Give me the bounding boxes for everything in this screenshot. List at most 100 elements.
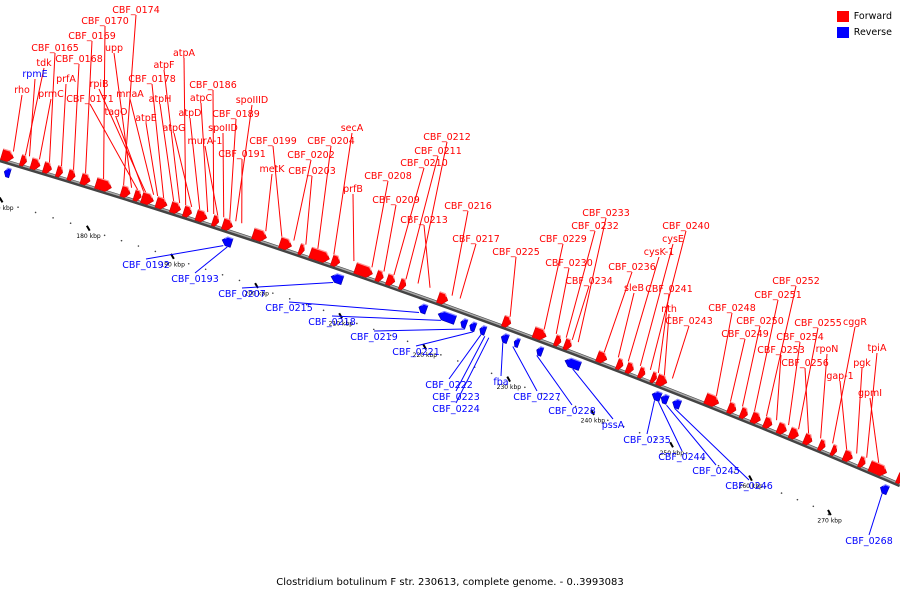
forward-gene-label-leader — [639, 243, 674, 367]
reverse-gene-label: CBF_0227 — [513, 392, 561, 403]
reverse-gene-label-leader — [512, 346, 538, 392]
forward-gene-label-leader — [715, 312, 733, 396]
kbp-label: 270 kbp — [817, 518, 842, 525]
forward-gene-label: CBF_0229 — [539, 234, 587, 245]
reverse-gene-label-leader — [194, 246, 228, 274]
forward-gene-label-leader — [145, 122, 159, 197]
forward-gene-arrow — [436, 291, 449, 305]
forward-gene-label: cysK-1 — [644, 247, 675, 258]
forward-gene-arrow-shade — [833, 444, 838, 449]
forward-gene-arrow-shade — [143, 191, 153, 198]
forward-gene-label: CBF_0168 — [55, 54, 103, 65]
forward-gene-label: CBF_0216 — [444, 201, 492, 212]
forward-gene-label: CBF_0253 — [757, 345, 805, 356]
reverse-gene-label: CBF_0235 — [623, 435, 671, 446]
forward-gene-arrow-shade — [846, 449, 853, 456]
reverse-gene-arrow-shade — [224, 236, 234, 240]
reverse-gene-label-leader — [572, 368, 614, 420]
forward-gene-label: spoIIID — [236, 95, 269, 106]
reverse-gene-arrow-shade — [538, 346, 545, 349]
forward-gene-label-leader — [839, 380, 848, 450]
forward-gene-arrow — [817, 438, 826, 452]
forward-gene-label-leader — [352, 193, 355, 262]
kbp-label: 190 kbp — [160, 261, 185, 268]
reverse-gene-arrow-shade — [567, 357, 582, 363]
reverse-gene-label: pssA — [602, 420, 625, 431]
forward-gene-label: gap-1 — [826, 371, 853, 382]
minor-tick — [827, 513, 830, 516]
forward-gene-label: CBF_0171 — [66, 94, 114, 105]
reverse-gene-label-leader — [145, 245, 224, 260]
minor-tick — [764, 485, 767, 488]
minor-tick — [796, 498, 799, 501]
forward-gene-label-leader — [804, 367, 810, 434]
forward-gene-label-leader — [103, 25, 106, 179]
forward-gene-label: CBF_0230 — [545, 258, 593, 269]
forward-gene-arrow-shade — [641, 366, 646, 372]
forward-gene-label: spoIID — [208, 123, 238, 134]
forward-gene-label: CBF_0210 — [400, 158, 448, 169]
forward-gene-label: CBF_0203 — [288, 166, 336, 177]
forward-gene-label: prfA — [56, 74, 76, 85]
reverse-gene-label: CBF_0207 — [218, 289, 266, 300]
reverse-gene-arrow — [564, 357, 582, 371]
forward-gene-label-leader — [163, 69, 181, 204]
reverse-gene-label: CBF_0221 — [392, 347, 440, 358]
reverse-gene-label: CBF_0218 — [308, 317, 356, 328]
reverse-gene-arrow-shade — [654, 390, 663, 394]
forward-gene-arrow-shade — [730, 401, 736, 408]
minor-tick — [557, 399, 560, 401]
reverse-gene-arrow — [3, 167, 12, 179]
forward-gene-arrow-shade — [172, 200, 180, 207]
forward-gene-label: CBF_0250 — [736, 316, 784, 327]
minor-tick — [120, 239, 123, 242]
forward-gene-label: rpmE — [22, 69, 47, 80]
forward-gene-arrow — [278, 236, 292, 251]
forward-gene-label: CBF_0248 — [708, 303, 756, 314]
forward-gene-label-leader — [627, 256, 660, 362]
forward-gene-label: atpF — [153, 60, 174, 71]
kbp-label: 170 kbp — [0, 205, 14, 212]
forward-gene-label: mnaA — [116, 89, 144, 100]
reverse-gene-arrow-shade — [471, 321, 478, 325]
minor-tick — [733, 471, 736, 473]
forward-gene-label: atpH — [149, 94, 172, 105]
reverse-gene-label-leader — [448, 334, 482, 380]
forward-gene-arrow-shade — [122, 185, 130, 191]
minor-tick — [204, 268, 207, 271]
forward-gene-arrow — [251, 227, 267, 242]
forward-gene-arrow-shade — [312, 246, 329, 256]
forward-gene-arrow — [0, 148, 14, 162]
forward-gene-arrow-shade — [45, 161, 52, 167]
forward-gene-arrow — [297, 243, 305, 256]
kbp-label: 240 kbp — [581, 417, 606, 424]
forward-gene-arrow-shade — [301, 243, 305, 248]
minor-tick — [622, 425, 625, 428]
forward-gene-label-leader — [317, 145, 332, 249]
forward-gene-arrow-shade — [158, 196, 167, 203]
reverse-gene-arrow-shade — [441, 310, 457, 317]
minor-tick — [322, 309, 325, 312]
forward-gene-label-leader — [61, 83, 67, 167]
forward-gene-label-leader — [24, 67, 45, 156]
forward-gene-arrow-shade — [653, 371, 658, 376]
kbp-tick — [827, 509, 832, 516]
forward-gene-label-leader — [272, 145, 283, 237]
forward-gene-label-leader — [657, 293, 670, 374]
kbp-label: 250 kbp — [660, 450, 685, 457]
forward-gene-label-leader — [204, 145, 219, 216]
reverse-gene-label-leader — [455, 337, 490, 404]
forward-gene-label: prmC — [38, 89, 64, 100]
reverse-gene-label-leader — [536, 355, 573, 406]
reverse-gene-label: CBF_0215 — [265, 303, 313, 314]
forward-gene-label: CBF_0202 — [287, 150, 335, 161]
reverse-gene-arrow — [469, 321, 478, 333]
forward-gene-arrow-shade — [82, 172, 90, 179]
forward-gene-label: atpD — [179, 108, 202, 119]
forward-gene-arrow-shade — [766, 416, 772, 422]
reverse-gene-label: CBF_0223 — [432, 392, 480, 403]
forward-gene-arrow-shade — [861, 455, 866, 461]
forward-gene-arrow-shade — [779, 421, 787, 428]
forward-gene-label: CBF_0234 — [565, 276, 613, 287]
